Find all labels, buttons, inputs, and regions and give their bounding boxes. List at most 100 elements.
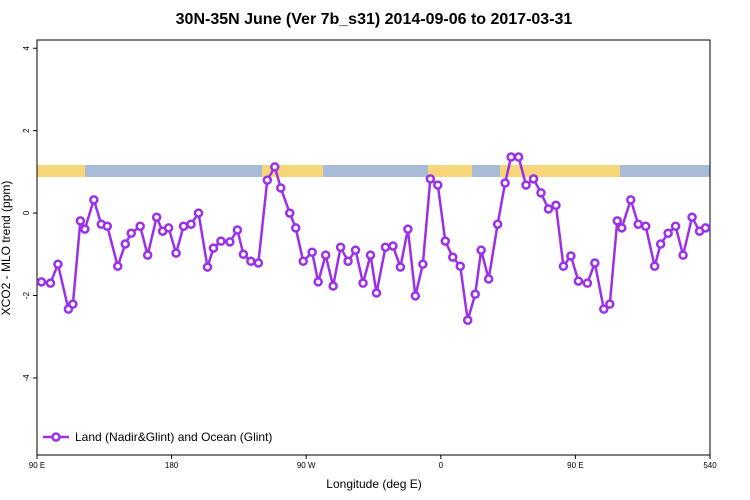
data-point xyxy=(700,223,711,233)
data-point xyxy=(36,277,47,287)
data-point xyxy=(506,152,516,162)
data-point xyxy=(625,195,636,205)
data-point xyxy=(687,212,697,222)
data-point xyxy=(380,242,391,253)
legend-label: Land (Nadir&Glint) and Ocean (Glint) xyxy=(75,430,272,444)
data-point xyxy=(298,256,308,267)
data-point xyxy=(216,236,226,246)
data-point xyxy=(358,278,368,288)
land-band xyxy=(37,165,85,177)
x-tick-label: 90 E xyxy=(29,461,45,470)
legend-marker xyxy=(51,432,61,442)
data-point xyxy=(476,245,486,255)
data-point xyxy=(253,258,264,268)
data-point xyxy=(551,200,561,211)
data-point xyxy=(640,221,651,232)
data-point xyxy=(53,259,63,269)
data-point xyxy=(225,237,235,247)
x-tick-label: 180 xyxy=(165,461,179,470)
data-point xyxy=(45,278,56,288)
data-point xyxy=(193,208,204,218)
data-point xyxy=(573,276,584,286)
data-point xyxy=(276,183,286,193)
data-point xyxy=(528,174,539,184)
data-point xyxy=(455,261,465,272)
data-point xyxy=(678,250,688,260)
data-point xyxy=(448,252,458,262)
data-point xyxy=(599,304,609,314)
data-point xyxy=(655,239,666,249)
data-point xyxy=(186,219,196,229)
data-point xyxy=(433,180,443,190)
y-tick-label: -2 xyxy=(22,291,31,299)
land-band xyxy=(428,165,472,177)
data-point xyxy=(171,248,181,258)
data-point xyxy=(558,261,569,272)
data-point xyxy=(202,262,213,272)
data-point xyxy=(371,288,382,298)
data-point xyxy=(151,212,162,222)
data-point xyxy=(418,259,428,269)
data-point xyxy=(663,228,673,239)
y-tick-label: 0 xyxy=(22,210,31,215)
data-point xyxy=(89,195,99,205)
data-point xyxy=(492,219,503,229)
y-tick-label: -4 xyxy=(22,374,31,382)
data-point xyxy=(543,204,554,214)
data-point xyxy=(582,278,593,288)
data-point xyxy=(470,289,480,300)
data-point xyxy=(80,224,90,234)
x-tick-label: 90 W xyxy=(297,461,316,470)
y-tick-label: 2 xyxy=(22,128,31,133)
data-point xyxy=(238,249,249,260)
data-point xyxy=(462,315,473,325)
chart-title: 30N-35N June (Ver 7b_s31) 2014-09-06 to … xyxy=(176,11,573,28)
data-point xyxy=(425,174,436,184)
data-point xyxy=(68,299,78,309)
data-point xyxy=(126,228,136,239)
x-tick-label: 90 E xyxy=(567,461,583,470)
data-point xyxy=(290,223,301,233)
data-point xyxy=(440,236,451,246)
series-line xyxy=(41,155,707,321)
data-point xyxy=(500,178,510,188)
x-axis-label: Longitude (deg E) xyxy=(326,477,421,491)
data-point xyxy=(617,223,627,233)
data-point xyxy=(605,299,615,309)
data-point xyxy=(395,262,406,272)
data-point xyxy=(75,216,86,226)
data-point xyxy=(521,180,531,190)
data-point xyxy=(365,250,376,260)
land-band xyxy=(500,165,620,177)
data-point xyxy=(320,250,331,260)
data-point xyxy=(483,274,494,284)
data-point xyxy=(590,258,600,268)
data-point xyxy=(343,256,353,267)
data-point xyxy=(178,221,189,232)
land-ocean-band xyxy=(37,165,710,177)
x-tick-label: 540 xyxy=(703,461,717,470)
data-point xyxy=(403,224,413,234)
data-point xyxy=(513,152,524,162)
data-point xyxy=(307,247,317,257)
data-point xyxy=(328,281,338,291)
y-tick-label: 4 xyxy=(22,45,31,50)
data-point xyxy=(335,242,346,253)
data-point xyxy=(566,251,576,261)
data-point xyxy=(270,162,280,172)
data-point xyxy=(670,221,681,232)
data-point xyxy=(232,225,243,235)
data-point xyxy=(262,175,273,185)
data-point xyxy=(284,208,295,218)
y-axis-label: XCO2 - MLO trend (ppm) xyxy=(0,181,13,316)
data-point xyxy=(612,216,623,226)
data-point xyxy=(120,239,130,249)
data-point xyxy=(649,261,660,272)
data-point xyxy=(163,223,174,233)
x-tick-label: 0 xyxy=(439,461,444,470)
plot-frame xyxy=(36,39,711,456)
data-point xyxy=(113,261,123,272)
data-point xyxy=(142,250,153,260)
data-point xyxy=(135,221,145,232)
